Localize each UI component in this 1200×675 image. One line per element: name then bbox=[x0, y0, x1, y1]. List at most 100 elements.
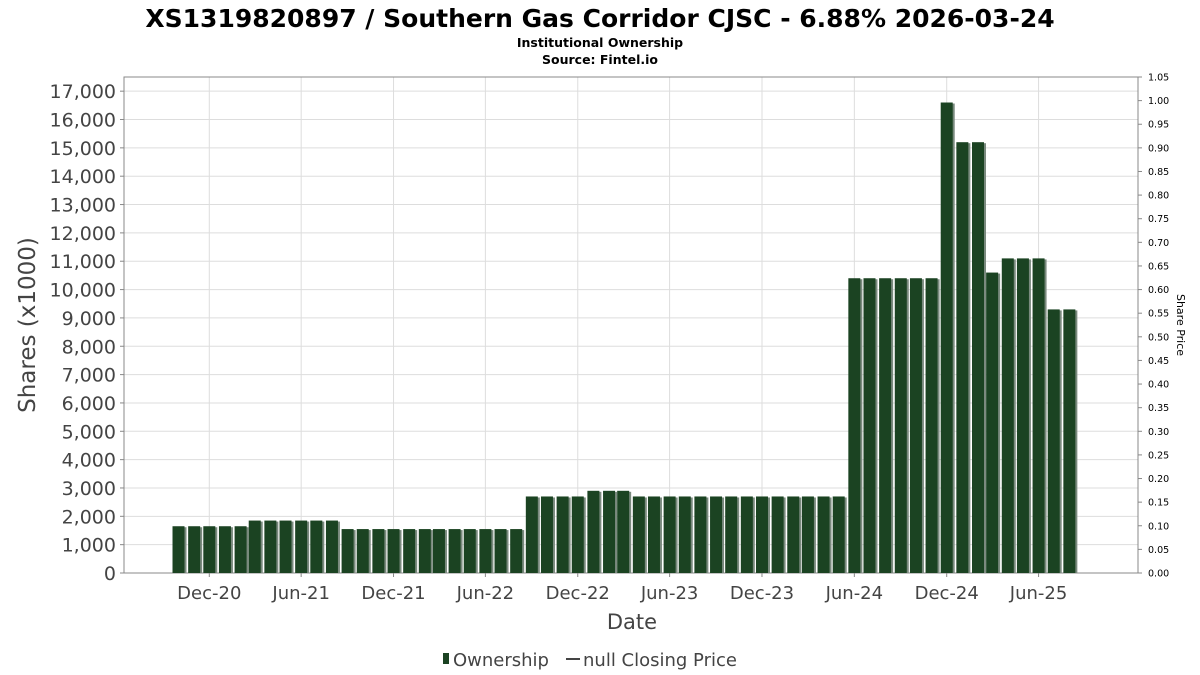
y2-tick-label: 0.30 bbox=[1148, 427, 1169, 438]
ownership-bar bbox=[863, 278, 876, 573]
y2-tick-label: 0.25 bbox=[1148, 450, 1169, 461]
x-tick-label: Jun-21 bbox=[271, 583, 330, 604]
legend-ownership-label: Ownership bbox=[453, 650, 549, 671]
y2-axis-label: Share Price bbox=[1174, 294, 1187, 356]
y-tick-label: 7,000 bbox=[62, 365, 116, 387]
y2-tick-label: 0.80 bbox=[1148, 191, 1169, 202]
ownership-bar bbox=[663, 496, 676, 573]
ownership-bar bbox=[1047, 309, 1060, 573]
ownership-bar bbox=[264, 520, 277, 573]
ownership-bar bbox=[1016, 258, 1029, 573]
ownership-bar bbox=[556, 496, 569, 573]
ownership-bar bbox=[1063, 309, 1076, 573]
ownership-bar bbox=[848, 278, 861, 573]
ownership-bar bbox=[909, 278, 922, 573]
ownership-bar bbox=[218, 526, 231, 573]
ownership-bar bbox=[1032, 258, 1045, 573]
ownership-bar bbox=[188, 526, 201, 573]
ownership-bar bbox=[540, 496, 553, 573]
ownership-bar bbox=[940, 102, 953, 573]
y-tick-label: 5,000 bbox=[62, 421, 116, 443]
ownership-bar bbox=[894, 278, 907, 573]
ownership-bar bbox=[525, 496, 538, 573]
x-tick-label: Jun-24 bbox=[825, 583, 884, 604]
y2-tick-label: 0.45 bbox=[1148, 356, 1169, 367]
ownership-bars bbox=[172, 102, 1078, 573]
y2-tick-label: 0.05 bbox=[1148, 545, 1169, 556]
y2-tick-label: 0.50 bbox=[1148, 332, 1169, 343]
y2-tick-label: 0.90 bbox=[1148, 143, 1169, 154]
ownership-bar bbox=[925, 278, 938, 573]
ownership-bar bbox=[356, 529, 369, 573]
ownership-bar bbox=[571, 496, 584, 573]
ownership-bar bbox=[372, 529, 385, 573]
ownership-bar bbox=[817, 496, 830, 573]
ownership-bar bbox=[295, 520, 308, 573]
y2-tick-label: 0.55 bbox=[1148, 309, 1169, 320]
ownership-bar bbox=[341, 529, 354, 573]
ownership-bar bbox=[647, 496, 660, 573]
ownership-bar bbox=[755, 496, 768, 573]
y-tick-label: 3,000 bbox=[62, 478, 116, 500]
left-y-axis: 0 1,000 2,000 3,000 4,000 5,000 6,000 7,000 8,00… bbox=[50, 81, 124, 585]
y-tick-label: 1,000 bbox=[62, 535, 116, 557]
x-tick-label: Dec-24 bbox=[915, 583, 979, 604]
y-tick-label: 17,000 bbox=[50, 81, 116, 103]
ownership-bar bbox=[172, 526, 185, 573]
ownership-bar bbox=[740, 496, 753, 573]
y-tick-label: 12,000 bbox=[50, 223, 116, 245]
ownership-bar bbox=[972, 142, 985, 573]
x-tick-label: Dec-21 bbox=[361, 583, 425, 604]
ownership-bar bbox=[801, 496, 814, 573]
y-tick-label: 13,000 bbox=[50, 195, 116, 217]
y-tick-label: 15,000 bbox=[50, 138, 116, 160]
ownership-bar bbox=[725, 496, 738, 573]
y-tick-label: 6,000 bbox=[62, 393, 116, 415]
y2-tick-label: 1.00 bbox=[1148, 96, 1169, 107]
y2-tick-label: 0.00 bbox=[1148, 569, 1169, 580]
chart-subtitle: Institutional Ownership bbox=[517, 35, 683, 50]
y2-tick-label: 0.65 bbox=[1148, 261, 1169, 272]
y-tick-label: 14,000 bbox=[50, 166, 116, 188]
ownership-bar bbox=[403, 529, 416, 573]
ownership-bar bbox=[832, 496, 845, 573]
ownership-bar bbox=[248, 520, 261, 573]
ownership-bar bbox=[617, 490, 630, 573]
legend-ownership-swatch bbox=[443, 653, 449, 664]
ownership-bar bbox=[387, 529, 400, 573]
y2-tick-label: 0.70 bbox=[1148, 238, 1169, 249]
y-tick-label: 0 bbox=[104, 563, 116, 585]
ownership-bar bbox=[325, 520, 338, 573]
ownership-bar bbox=[1001, 258, 1014, 573]
y2-tick-label: 0.60 bbox=[1148, 285, 1169, 296]
ownership-bar bbox=[479, 529, 492, 573]
y2-tick-label: 0.75 bbox=[1148, 214, 1169, 225]
ownership-bar bbox=[463, 529, 476, 573]
ownership-bar bbox=[879, 278, 892, 573]
ownership-bar bbox=[771, 496, 784, 573]
y2-tick-label: 0.35 bbox=[1148, 403, 1169, 414]
ownership-bar bbox=[510, 529, 523, 573]
y2-tick-label: 0.85 bbox=[1148, 167, 1169, 178]
y-tick-label: 9,000 bbox=[62, 308, 116, 330]
ownership-bar bbox=[310, 520, 323, 573]
x-axis-label: Date bbox=[607, 610, 657, 634]
ownership-bar bbox=[956, 142, 969, 573]
y2-tick-label: 0.40 bbox=[1148, 380, 1169, 391]
ownership-bar bbox=[694, 496, 707, 573]
ownership-bar bbox=[234, 526, 247, 573]
ownership-bar bbox=[986, 272, 999, 573]
ownership-bar bbox=[494, 529, 507, 573]
ownership-bar bbox=[787, 496, 800, 573]
y-tick-label: 4,000 bbox=[62, 450, 116, 472]
y-tick-label: 2,000 bbox=[62, 506, 116, 528]
x-tick-label: Dec-22 bbox=[546, 583, 610, 604]
ownership-bar bbox=[710, 496, 723, 573]
ownership-bar bbox=[279, 520, 292, 573]
x-tick-label: Jun-22 bbox=[456, 583, 515, 604]
y2-tick-label: 0.10 bbox=[1148, 521, 1169, 532]
ownership-bar bbox=[432, 529, 445, 573]
legend: Ownership null Closing Price bbox=[443, 650, 737, 671]
y-tick-label: 8,000 bbox=[62, 336, 116, 358]
